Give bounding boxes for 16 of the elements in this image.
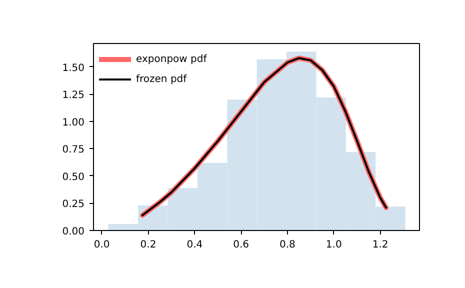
x-tick-label: 0.8 xyxy=(280,240,296,250)
x-tick-label: 0.4 xyxy=(186,240,203,250)
y-tick-label: 0.00 xyxy=(62,226,84,238)
y-tick-label: 0.75 xyxy=(62,144,84,156)
x-tick-label: 1.0 xyxy=(326,240,342,250)
x-tick-label: 1.2 xyxy=(372,240,388,250)
legend-label: exponpow pdf xyxy=(136,54,207,64)
x-tick-label: 0.2 xyxy=(140,240,156,250)
y-tick-label: 0.50 xyxy=(62,172,84,183)
x-tick-label: 0.6 xyxy=(233,240,250,250)
legend-label: frozen pdf xyxy=(136,74,187,84)
y-tick-label: 1.00 xyxy=(62,117,84,128)
y-tick-label: 1.25 xyxy=(62,90,84,102)
y-tick-label: 1.50 xyxy=(62,62,84,74)
y-tick-label: 0.25 xyxy=(62,199,84,210)
x-tick-label: 0.0 xyxy=(94,240,110,250)
